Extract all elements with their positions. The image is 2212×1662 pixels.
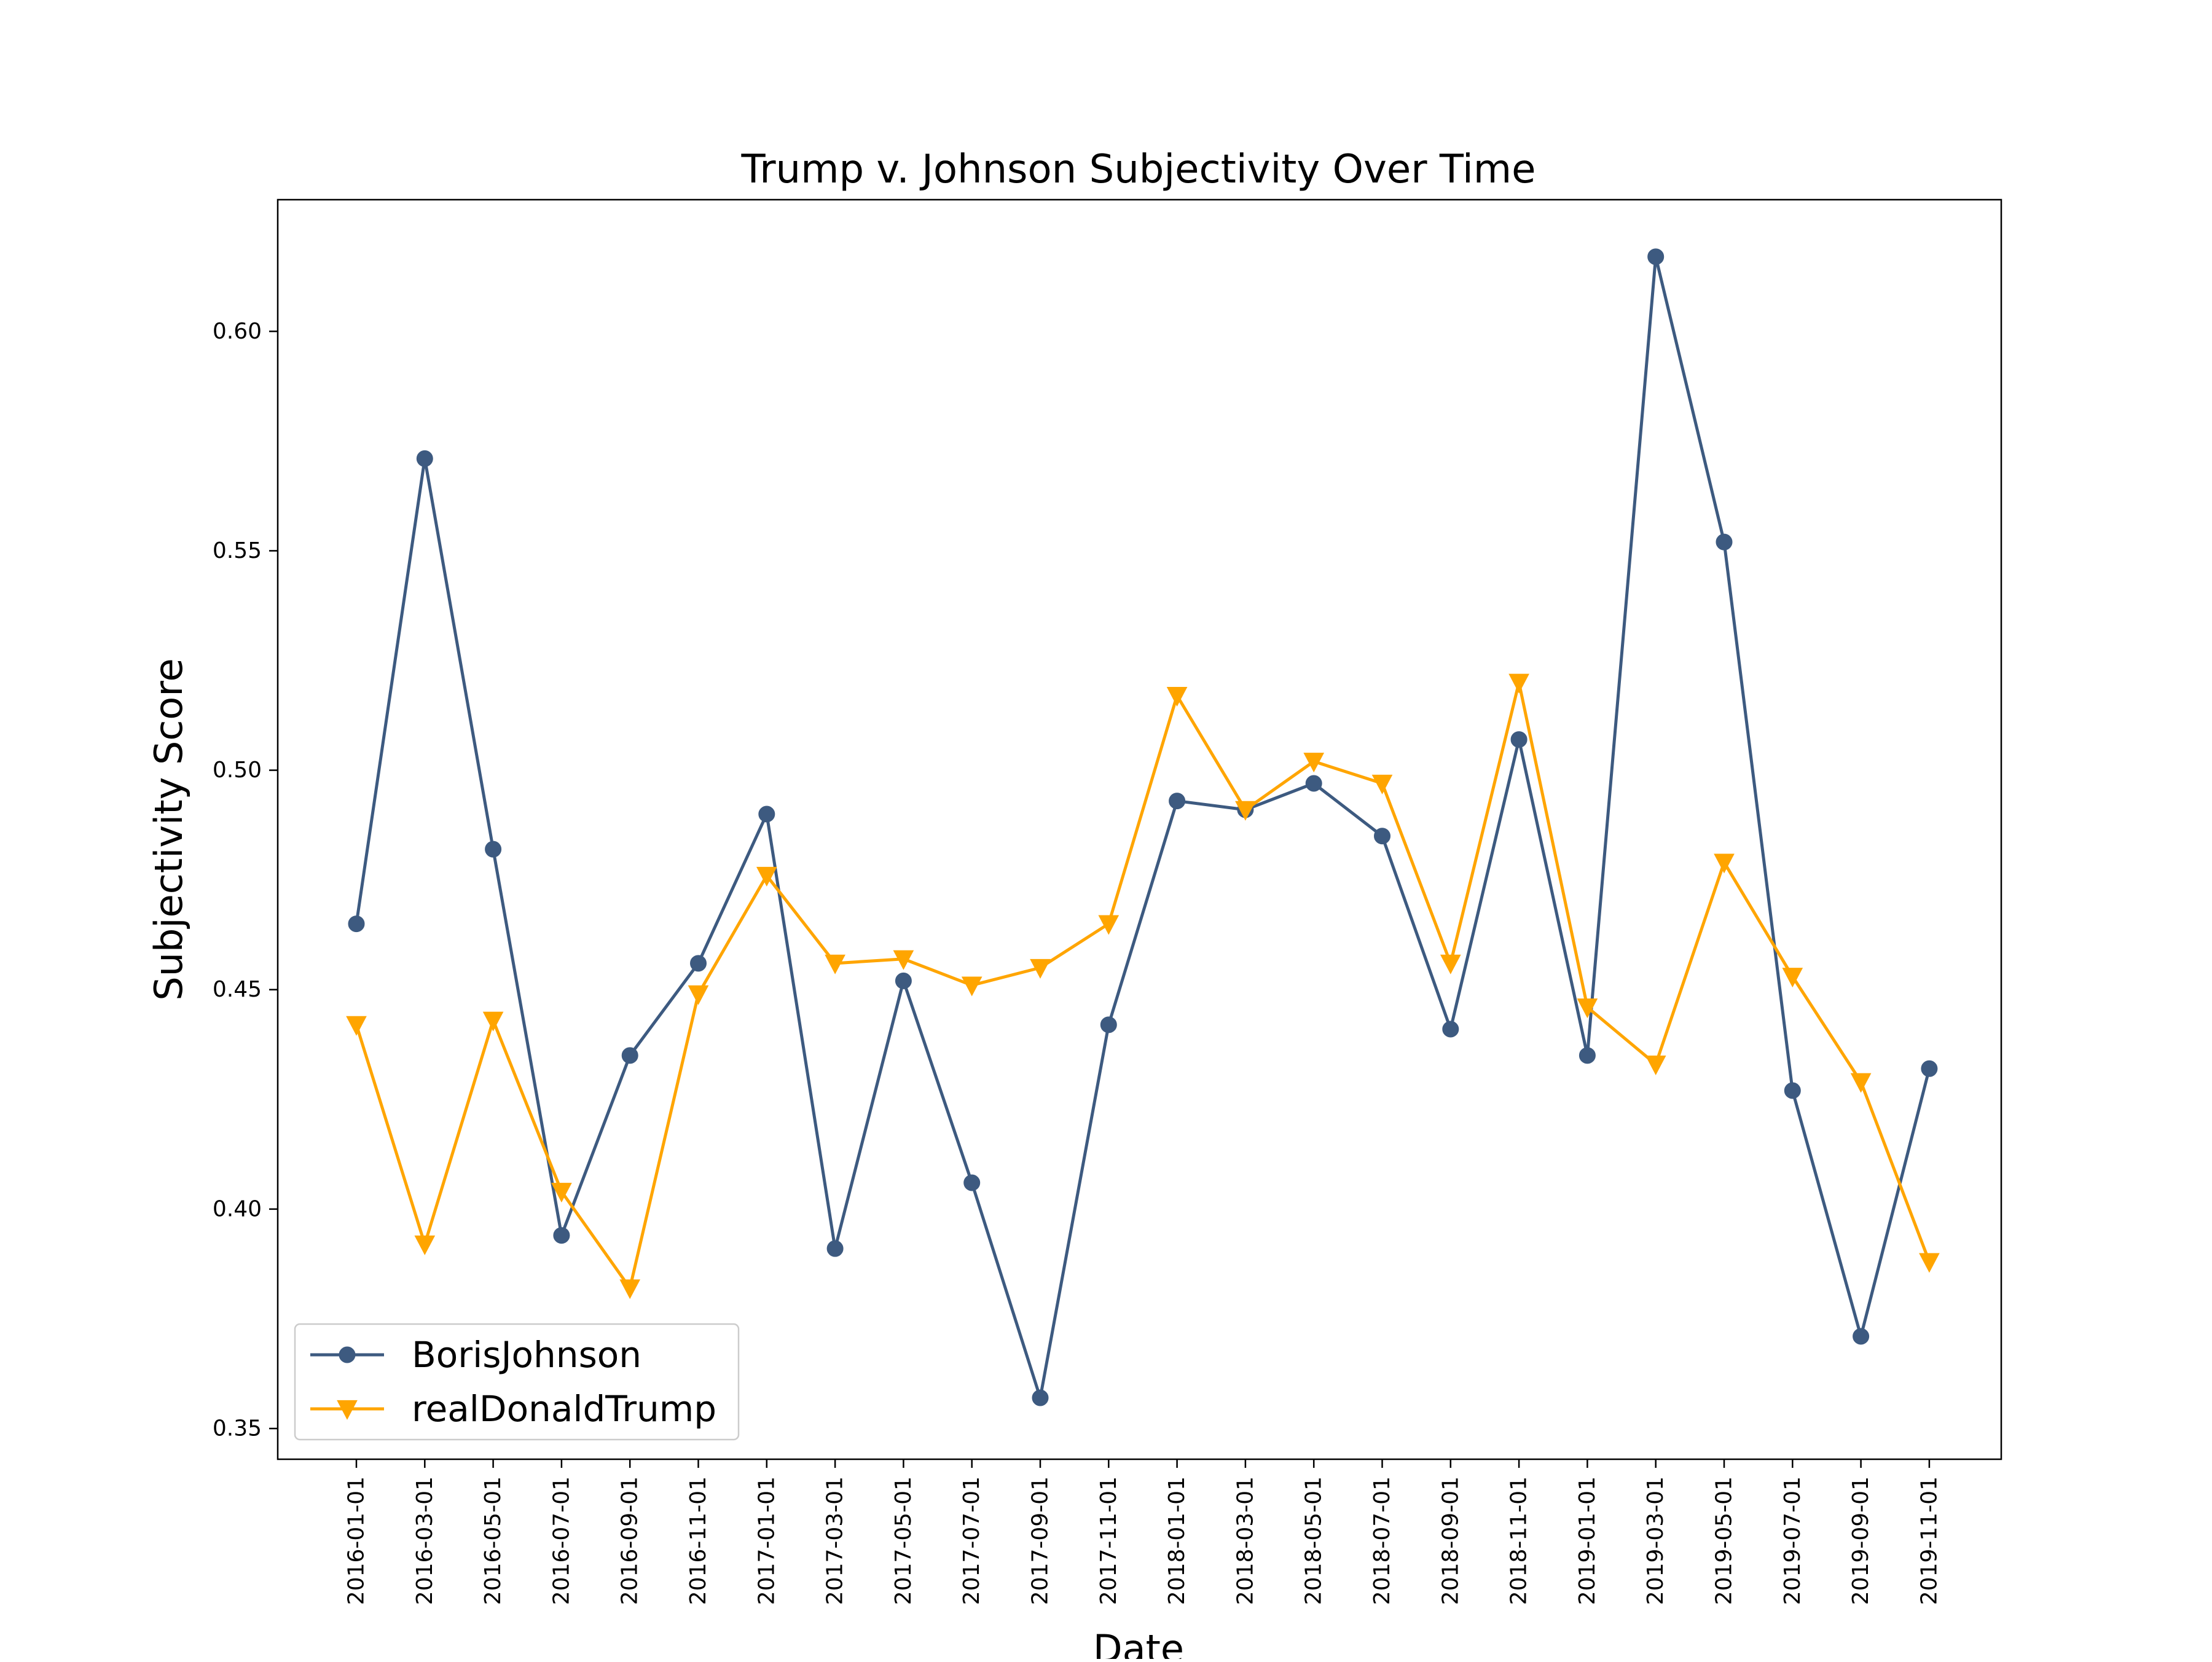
x-tick-label: 2019-11-01: [1916, 1476, 1942, 1605]
data-point: [895, 972, 912, 989]
x-tick-label: 2017-11-01: [1096, 1476, 1121, 1605]
data-point: [826, 1240, 844, 1257]
legend-marker: [337, 1400, 358, 1420]
chart-title: Trump v. Johnson Subjectivity Over Time: [741, 147, 1536, 192]
x-tick-label: 2018-09-01: [1438, 1476, 1463, 1605]
x-tick-label: 2018-01-01: [1164, 1476, 1190, 1605]
x-axis: 2016-01-01 2016-03-01 2016-05-01 2016-07-01…: [344, 1459, 1942, 1605]
x-tick-label: 2016-11-01: [686, 1476, 711, 1605]
data-point: [1303, 753, 1325, 773]
y-tick-label: 0.55: [213, 538, 262, 563]
x-tick-label: 2019-03-01: [1643, 1476, 1668, 1605]
x-tick-label: 2017-03-01: [823, 1476, 848, 1605]
data-point: [1166, 687, 1188, 707]
x-tick-label: 2016-03-01: [412, 1476, 437, 1605]
x-tick-label: 2018-07-01: [1370, 1476, 1395, 1605]
y-tick-label: 0.60: [213, 319, 262, 344]
legend-box: [294, 1323, 740, 1441]
legend: BorisJohnson realDonaldTrump: [294, 1323, 740, 1441]
axes-frame: [276, 198, 2002, 1460]
data-point: [482, 1011, 504, 1032]
x-tick-label: 2017-07-01: [959, 1476, 984, 1605]
data-point: [1853, 1328, 1870, 1345]
data-point: [1714, 853, 1735, 874]
data-point: [485, 841, 502, 858]
data-point: [961, 976, 982, 997]
y-axis-label: Subjectivity Score: [146, 658, 191, 1000]
data-point: [1100, 1016, 1117, 1033]
data-point: [688, 985, 709, 1005]
data-point: [1579, 1047, 1596, 1064]
legend-label: realDonaldTrump: [412, 1388, 716, 1430]
x-tick-label: 2016-07-01: [549, 1476, 574, 1605]
x-tick-label: 2017-01-01: [754, 1476, 779, 1605]
y-tick-label: 0.40: [213, 1196, 262, 1221]
data-point: [1098, 915, 1120, 935]
data-point: [1716, 533, 1733, 551]
y-axis: 0.35 0.40 0.45 0.50 0.55 0.60: [213, 319, 278, 1441]
data-point: [1647, 248, 1665, 265]
y-tick-label: 0.35: [213, 1416, 262, 1441]
data-point: [1305, 775, 1322, 792]
x-tick-label: 2018-11-01: [1507, 1476, 1532, 1605]
data-point: [348, 915, 365, 933]
series-line: [355, 681, 1931, 1290]
data-point: [1030, 958, 1051, 979]
data-point: [825, 954, 845, 974]
data-point: [414, 1235, 436, 1255]
data-point: [1850, 1073, 1872, 1093]
data-point: [1235, 801, 1256, 821]
x-tick-label: 2016-01-01: [344, 1476, 369, 1605]
x-tick-label: 2016-09-01: [618, 1476, 643, 1605]
data-point: [1645, 1056, 1666, 1076]
data-point: [1510, 731, 1528, 748]
plot-area: [346, 248, 1940, 1406]
y-tick-label: 0.45: [213, 977, 262, 1002]
x-tick-label: 2018-03-01: [1233, 1476, 1258, 1605]
data-point: [551, 1183, 572, 1203]
data-point: [1371, 774, 1393, 794]
x-tick-label: 2019-09-01: [1848, 1476, 1873, 1605]
data-point: [1508, 673, 1529, 694]
data-point: [963, 1174, 981, 1191]
x-tick-label: 2016-05-01: [480, 1476, 506, 1605]
data-point: [1784, 1082, 1801, 1099]
x-tick-label: 2017-09-01: [1028, 1476, 1053, 1605]
data-point: [1169, 793, 1186, 810]
data-point: [553, 1227, 570, 1244]
data-point: [1919, 1253, 1940, 1273]
series-BorisJohnson: [348, 248, 1938, 1406]
data-point: [1921, 1060, 1938, 1077]
x-tick-label: 2018-05-01: [1301, 1476, 1327, 1605]
series-line: [355, 255, 1931, 1400]
series-realDonaldTrump: [346, 673, 1940, 1299]
data-point: [346, 1016, 367, 1036]
data-point: [1440, 954, 1461, 974]
data-point: [690, 955, 707, 972]
data-point: [416, 450, 433, 467]
data-point: [621, 1047, 638, 1064]
data-point: [893, 950, 914, 970]
legend-label: BorisJohnson: [412, 1334, 641, 1376]
data-point: [1442, 1021, 1459, 1038]
legend-marker: [339, 1346, 356, 1363]
data-point: [619, 1279, 641, 1299]
x-axis-label: Date: [1093, 1626, 1184, 1659]
data-point: [756, 866, 777, 887]
data-point: [1577, 998, 1598, 1019]
data-point: [1782, 968, 1803, 988]
x-tick-label: 2019-07-01: [1780, 1476, 1805, 1605]
x-tick-label: 2019-01-01: [1575, 1476, 1600, 1605]
data-point: [758, 806, 775, 823]
y-tick-label: 0.50: [213, 758, 262, 783]
data-point: [1374, 828, 1390, 845]
x-tick-label: 2017-05-01: [891, 1476, 916, 1605]
x-tick-label: 2019-05-01: [1712, 1476, 1737, 1605]
data-point: [1032, 1389, 1049, 1406]
